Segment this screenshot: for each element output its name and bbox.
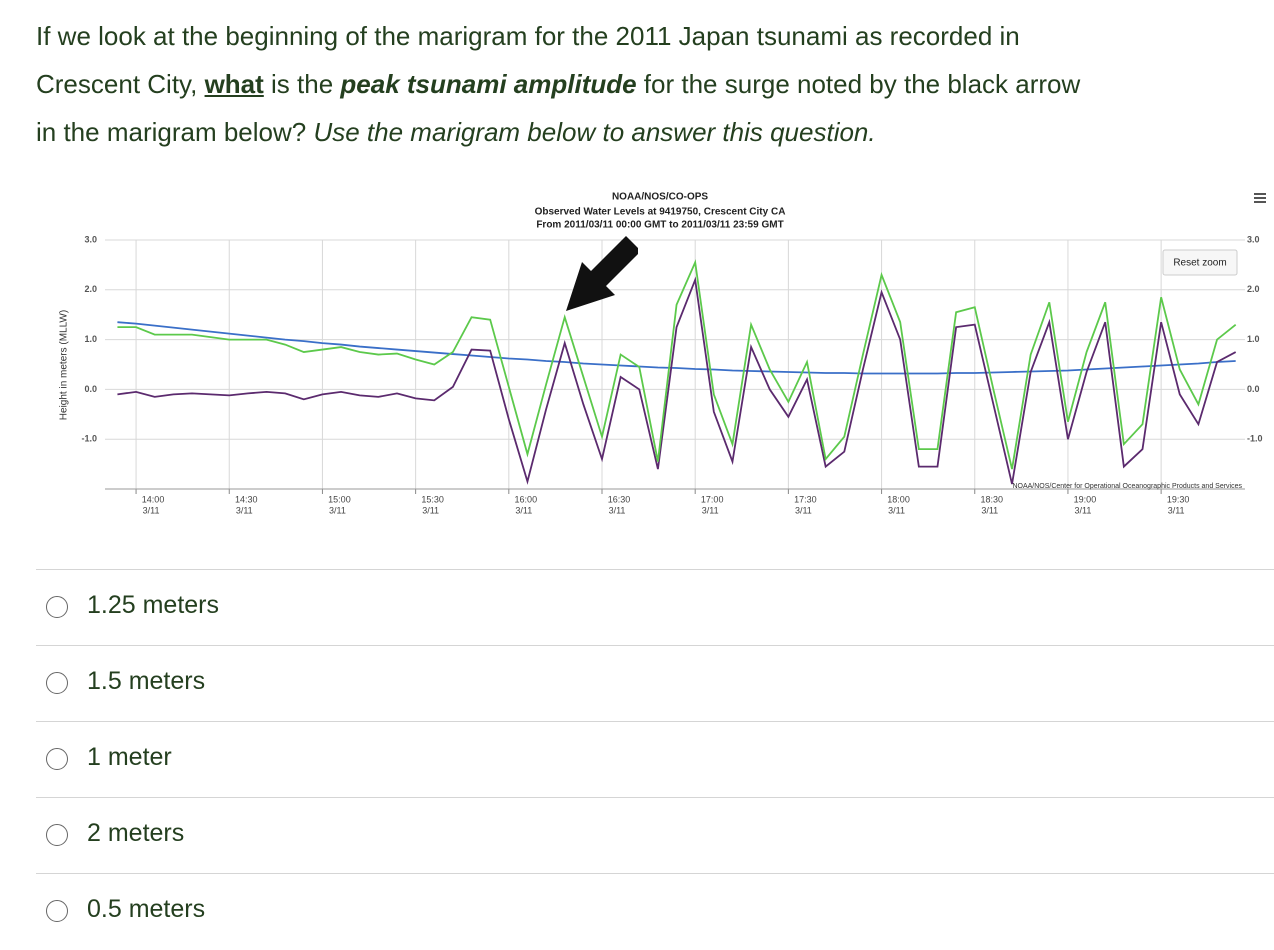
y-tick-label: 1.0 [84, 334, 97, 344]
reset-zoom-button[interactable]: Reset zoom [1162, 249, 1238, 276]
x-tick-date: 3/11 [236, 505, 253, 515]
chart-subtitle: Observed Water Levels at 9419750, Cresce… [535, 207, 786, 218]
x-tick-label: 14:30 [235, 494, 258, 504]
y2-tick-label: 3.0 [1247, 234, 1260, 244]
option-text: 1.25 meters [87, 591, 220, 619]
x-tick-label: 15:30 [421, 494, 444, 504]
radio[interactable] [46, 596, 68, 618]
arrow [566, 236, 638, 311]
x-tick-date: 3/11 [702, 505, 719, 515]
y-tick-label: 0.0 [84, 384, 97, 394]
button-label[interactable]: Reset zoom [1173, 258, 1226, 269]
question-text: If we look at the beginning of the marig… [36, 21, 1020, 51]
option[interactable]: 0.5 meters [36, 873, 1274, 950]
y2-tick-label: 2.0 [1247, 284, 1260, 294]
radio[interactable] [46, 748, 68, 770]
question-instruction: Use the marigram below to answer this qu… [313, 117, 876, 147]
credit: NOAA/NOS/Center for Operational Oceanogr… [1012, 483, 1242, 490]
option-text: 0.5 meters [87, 895, 206, 923]
chart-subtitle: From 2011/03/11 00:00 GMT to 2011/03/11 … [536, 220, 783, 231]
option[interactable]: 1.5 meters [36, 645, 1274, 722]
question-emphasis: peak tsunami amplitude [340, 69, 637, 99]
x-tick-date: 3/11 [1168, 505, 1185, 515]
x-tick-date: 3/11 [795, 505, 812, 515]
question-text: for the surge noted by the black arrow [636, 69, 1081, 99]
x-tick-date: 3/11 [515, 505, 532, 515]
y2-tick-label: 0.0 [1247, 384, 1260, 394]
x-tick-label: 19:30 [1167, 494, 1190, 504]
plot-area [105, 240, 1245, 489]
x-tick-label: 16:30 [608, 494, 631, 504]
x-tick-label: 18:00 [887, 494, 910, 504]
question-text: in the marigram below? [36, 117, 314, 147]
x-tick-label: 16:00 [515, 494, 538, 504]
radio[interactable] [46, 824, 68, 846]
x-tick-date: 3/11 [888, 505, 905, 515]
option[interactable]: 2 meters [36, 797, 1274, 874]
y2-tick-label: -1.0 [1247, 434, 1263, 444]
x-tick-date: 3/11 [1075, 505, 1092, 515]
menu-icon[interactable] [1254, 193, 1266, 203]
option-text: 2 meters [87, 819, 185, 847]
question-emphasis: what [204, 69, 264, 99]
y-axis-label: Height in meters (MLLW) [59, 310, 70, 420]
x-tick-label: 17:00 [701, 494, 724, 504]
x-tick-date: 3/11 [422, 505, 439, 515]
x-tick-label: 14:00 [142, 494, 165, 504]
series-line [117, 259, 1237, 470]
radio[interactable] [46, 672, 68, 694]
option-text: 1 meter [87, 743, 172, 771]
option[interactable]: 1 meter [36, 721, 1274, 798]
x-tick-label: 19:00 [1074, 494, 1097, 504]
x-tick-label: 15:00 [328, 494, 351, 504]
chart: NOAA/NOS/CO-OPS Observed Water Levels at… [59, 192, 1266, 515]
y-tick-label: -1.0 [81, 434, 97, 444]
y-tick-label: 3.0 [84, 234, 97, 244]
question: If we look at the beginning of the marig… [36, 12, 1080, 156]
series-line [117, 321, 1236, 375]
question-text: is the [263, 69, 341, 99]
y-tick-label: 2.0 [84, 284, 97, 294]
x-tick-label: 17:30 [794, 494, 817, 504]
chart-title: NOAA/NOS/CO-OPS [612, 192, 708, 203]
series-line [117, 276, 1237, 485]
x-tick-date: 3/11 [981, 505, 998, 515]
option-text: 1.5 meters [87, 667, 206, 695]
x-tick-date: 3/11 [143, 505, 160, 515]
x-tick-date: 3/11 [329, 505, 346, 515]
x-tick-date: 3/11 [609, 505, 626, 515]
option[interactable]: 1.25 meters [36, 569, 1274, 646]
x-tick-label: 18:30 [980, 494, 1003, 504]
question-text: Crescent City, [36, 69, 205, 99]
y2-tick-label: 1.0 [1247, 334, 1260, 344]
radio[interactable] [46, 900, 68, 922]
